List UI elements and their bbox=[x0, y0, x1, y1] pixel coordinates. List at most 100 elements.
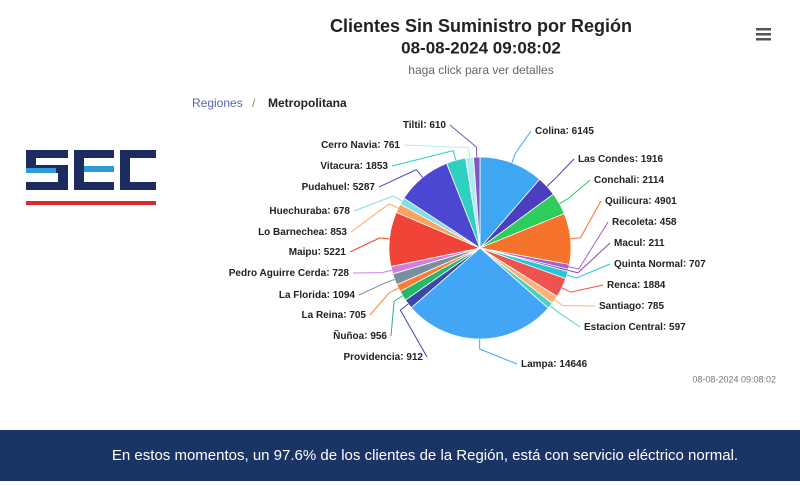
label-value: 610 bbox=[429, 120, 446, 131]
slice-label: Maipu: 5221 bbox=[289, 247, 347, 258]
label-name: Maipu bbox=[289, 247, 318, 258]
connector bbox=[399, 303, 428, 358]
label-value: 458 bbox=[660, 217, 677, 228]
slice-label: Pedro Aguirre Cerda: 728 bbox=[229, 268, 350, 279]
connector bbox=[568, 221, 609, 270]
label-value: 5221 bbox=[324, 247, 347, 258]
label-name: Tiltil bbox=[403, 120, 424, 131]
connector bbox=[378, 169, 423, 188]
connector bbox=[349, 237, 390, 253]
connector bbox=[511, 130, 532, 163]
connector bbox=[570, 200, 602, 240]
label-value: 705 bbox=[349, 310, 366, 321]
label-value: 2114 bbox=[642, 175, 664, 186]
connector bbox=[479, 338, 518, 365]
slice bbox=[410, 247, 549, 340]
label-name: Huechuraba bbox=[269, 206, 327, 217]
connector bbox=[561, 284, 604, 293]
label-value: 1916 bbox=[641, 154, 664, 165]
slice-label: Pudahuel: 5287 bbox=[302, 182, 376, 193]
slice-label: Quinta Normal: 707 bbox=[614, 259, 706, 270]
connector bbox=[568, 242, 611, 274]
label-value: 912 bbox=[406, 352, 423, 363]
label-value: 14646 bbox=[559, 359, 587, 370]
label-value: 1884 bbox=[643, 280, 666, 291]
connector bbox=[391, 149, 457, 167]
slice-label: Lo Barnechea: 853 bbox=[258, 227, 347, 238]
datetime: 08-08-2024 09:08:02 bbox=[401, 38, 561, 57]
label-name: Lampa bbox=[521, 359, 554, 370]
label-name: Macul bbox=[614, 238, 643, 249]
label-name: La Florida bbox=[279, 290, 327, 301]
label-value: 707 bbox=[689, 259, 706, 270]
slice bbox=[473, 156, 481, 249]
label-name: Pudahuel bbox=[302, 182, 347, 193]
connector bbox=[549, 305, 581, 328]
connector bbox=[559, 179, 591, 204]
footer-text: En estos momentos, un 97.6% de los clien… bbox=[112, 447, 738, 464]
footer-band bbox=[0, 430, 800, 481]
label-name: Colina bbox=[535, 126, 566, 137]
label-value: 4901 bbox=[654, 196, 677, 207]
label-name: Quilicura bbox=[605, 196, 649, 207]
label-name: Vitacura bbox=[320, 161, 360, 172]
slice-label: Las Condes: 1916 bbox=[578, 154, 663, 165]
label-value: 597 bbox=[669, 322, 686, 333]
slice-label: Cerro Navia: 761 bbox=[321, 140, 400, 151]
slice-label: Conchali: 2114 bbox=[594, 175, 664, 186]
slice-label: Macul: 211 bbox=[614, 238, 665, 249]
pie: Colina: 6145 Las Condes: 1916 Conchali: 21… bbox=[229, 120, 706, 370]
label-name: Renca bbox=[607, 280, 637, 291]
slice-label: Estacion Central: 597 bbox=[584, 322, 686, 333]
menu-icon[interactable] bbox=[756, 28, 771, 41]
title: Clientes Sin Suministro por Región bbox=[330, 16, 632, 36]
label-name: Las Condes bbox=[578, 154, 635, 165]
label-value: 728 bbox=[332, 268, 349, 279]
label-name: Providencia bbox=[344, 352, 401, 363]
slice-label: Recoleta: 458 bbox=[612, 217, 677, 228]
label-name: La Reina bbox=[302, 310, 344, 321]
slice-label: Colina: 6145 bbox=[535, 126, 594, 137]
connector bbox=[403, 144, 471, 158]
label-value: 6145 bbox=[572, 126, 595, 137]
slice-label: La Reina: 705 bbox=[302, 310, 367, 321]
slice-label: Santiago: 785 bbox=[599, 301, 664, 312]
connector bbox=[546, 158, 575, 187]
label-value: 785 bbox=[647, 301, 664, 312]
breadcrumb-root[interactable]: Regiones bbox=[192, 96, 243, 110]
sec-logo bbox=[26, 150, 156, 205]
connector bbox=[554, 299, 596, 307]
label-value: 761 bbox=[383, 140, 400, 151]
connector bbox=[358, 278, 395, 296]
connector bbox=[350, 203, 399, 233]
subtitle: haga click para ver detalles bbox=[408, 63, 553, 77]
label-value: 211 bbox=[648, 238, 665, 249]
connector bbox=[566, 263, 611, 279]
label-name: Santiago bbox=[599, 301, 641, 312]
label-value: 678 bbox=[333, 206, 350, 217]
label-name: Quinta Normal bbox=[614, 259, 683, 270]
slice-label: Renca: 1884 bbox=[607, 280, 666, 291]
connector bbox=[353, 195, 403, 212]
slice-label: Tiltil: 610 bbox=[403, 120, 447, 131]
label-value: 5287 bbox=[353, 182, 376, 193]
slice-label: Providencia: 912 bbox=[344, 352, 424, 363]
connector bbox=[390, 295, 403, 337]
label-name: Conchali bbox=[594, 175, 636, 186]
breadcrumb-current: Metropolitana bbox=[268, 96, 347, 110]
label-name: Estacion Central bbox=[584, 322, 663, 333]
label-name: Recoleta bbox=[612, 217, 654, 228]
connector bbox=[369, 287, 399, 316]
label-name: Ñuñoa bbox=[333, 329, 365, 342]
connector bbox=[449, 124, 478, 158]
label-name: Pedro Aguirre Cerda bbox=[229, 268, 327, 279]
slice-label: Vitacura: 1853 bbox=[320, 161, 388, 172]
slice-label: Lampa: 14646 bbox=[521, 359, 588, 370]
timestamp: 08-08-2024 09:08:02 bbox=[692, 374, 776, 384]
label-value: 956 bbox=[370, 331, 387, 342]
slice-label: Quilicura: 4901 bbox=[605, 196, 677, 207]
slice-label: La Florida: 1094 bbox=[279, 290, 356, 301]
slice-label: Huechuraba: 678 bbox=[269, 206, 350, 217]
label-name: Lo Barnechea bbox=[258, 227, 325, 238]
